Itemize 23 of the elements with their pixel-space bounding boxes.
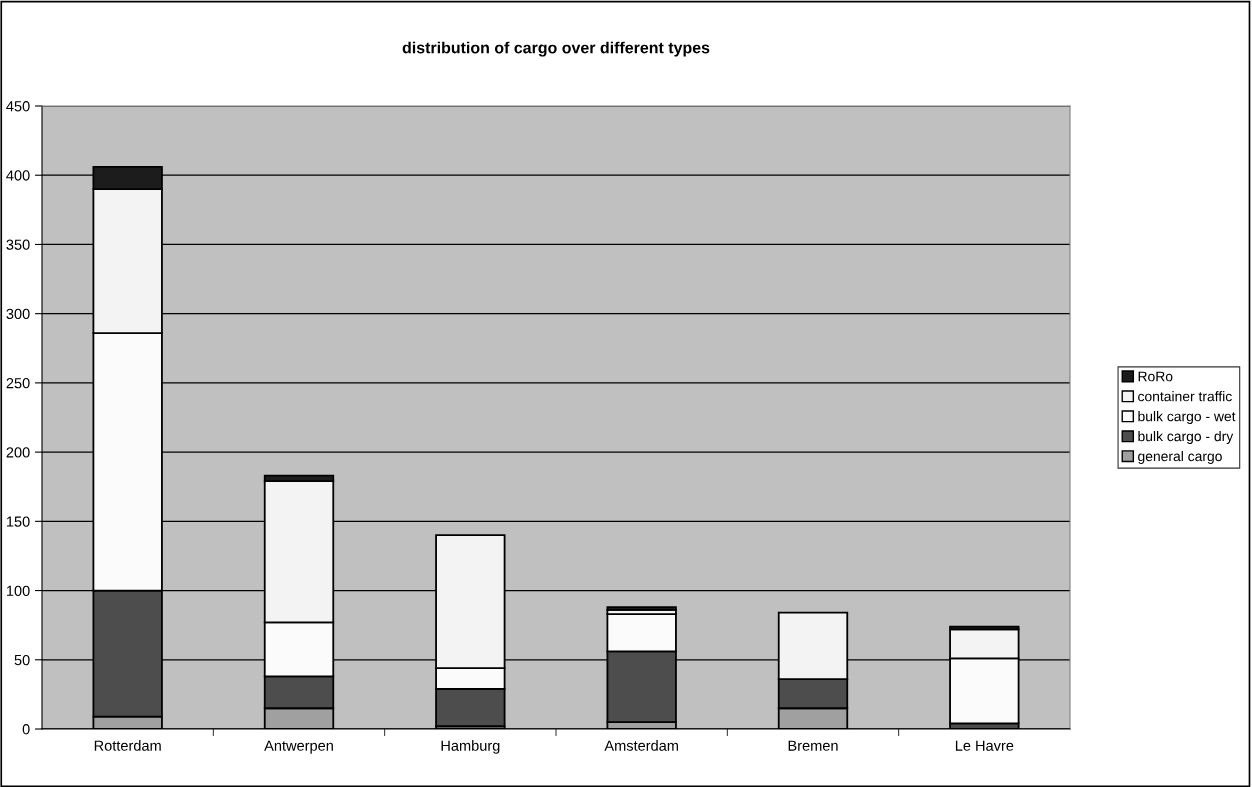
legend-label: container traffic (1138, 391, 1232, 402)
x-tick-label: Bremen (788, 740, 838, 751)
y-tick-label: 200 (6, 447, 30, 458)
y-tick-label: 450 (6, 101, 30, 112)
legend-label: bulk cargo - wet (1138, 411, 1236, 425)
y-tick-label: 250 (6, 377, 30, 389)
x-tick-label: Rotterdam (94, 740, 161, 751)
y-tick-label: 0 (22, 724, 30, 735)
y-tick-label: 350 (6, 239, 30, 250)
y-tick-label: 50 (14, 654, 30, 666)
y-tick-label: 400 (6, 170, 30, 181)
y-tick-label: 150 (6, 516, 30, 527)
x-tick-label: Antwerpen (264, 740, 333, 754)
chart-title: distribution of cargo over different types (402, 41, 710, 57)
y-tick-label: 100 (6, 585, 30, 596)
legend-label: bulk cargo - dry (1138, 431, 1234, 444)
y-tick-label: 300 (6, 308, 30, 320)
bar (606, 606, 677, 611)
x-tick-label: Le Havre (955, 740, 1014, 751)
legend-label: RoRo (1138, 371, 1173, 382)
x-tick-label: Hamburg (441, 740, 500, 754)
legend-label: general cargo (1138, 450, 1222, 464)
x-tick-label: Amsterdam (604, 740, 678, 751)
